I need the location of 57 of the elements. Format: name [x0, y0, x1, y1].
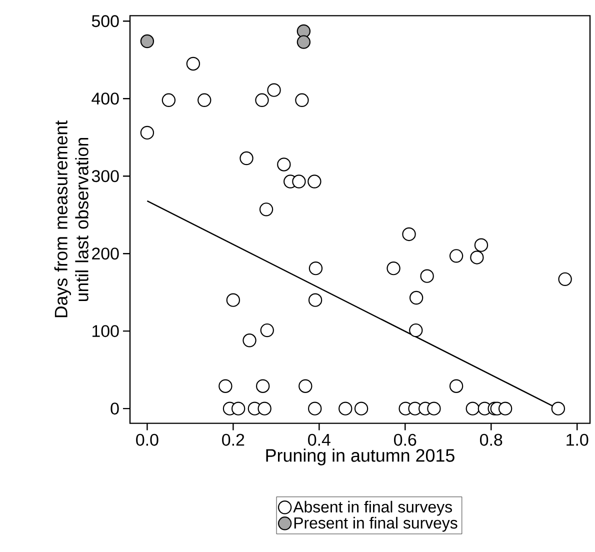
point [308, 261, 323, 276]
x-tick-label: 0.8 [480, 434, 502, 446]
point [198, 93, 212, 108]
point [295, 93, 309, 108]
x-tick-label: 0.4 [308, 434, 330, 446]
point [354, 402, 368, 416]
point [242, 334, 256, 348]
point [259, 202, 274, 216]
y-tick-label: 0 [110, 402, 119, 415]
point [386, 261, 400, 276]
point [140, 34, 154, 48]
point [402, 227, 416, 242]
point [308, 402, 322, 416]
point [231, 402, 246, 416]
x-tick-label: 0.6 [394, 434, 416, 446]
y-axis-title: Days from measurement until last observation [54, 120, 88, 318]
point [186, 56, 200, 71]
point [226, 293, 240, 307]
x-tick-label: 0.2 [222, 434, 244, 446]
y-tick-label: 500 [92, 15, 119, 28]
point [258, 402, 272, 416]
point [256, 379, 270, 393]
point [162, 93, 176, 108]
point [240, 151, 254, 166]
point [498, 402, 512, 416]
point [338, 402, 352, 416]
point [427, 402, 441, 416]
point [308, 293, 322, 307]
x-axis-title: Pruning in autumn 2015 [266, 448, 454, 466]
legend-label: Present in final surveys [294, 516, 458, 532]
point [449, 379, 464, 393]
point [466, 402, 480, 416]
point [551, 402, 566, 416]
point [296, 35, 311, 49]
y-tick-label: 200 [92, 248, 119, 260]
point [474, 238, 488, 252]
point [298, 379, 312, 393]
point [260, 323, 274, 338]
point [420, 269, 434, 283]
y-tick-label: 400 [92, 92, 119, 105]
point [558, 272, 572, 286]
y-tick-label: 300 [92, 170, 119, 182]
x-tick-label: 0.0 [136, 434, 158, 446]
point [292, 174, 306, 188]
point [218, 379, 232, 393]
y-tick-label: 100 [92, 325, 119, 338]
point [470, 250, 484, 264]
point [140, 126, 154, 140]
point [255, 93, 269, 108]
point [409, 323, 423, 338]
point [308, 174, 322, 188]
x-tick-label: 1.0 [566, 434, 588, 446]
point [277, 158, 291, 172]
point [449, 249, 464, 263]
legend-label: Absent in final surveys [293, 500, 452, 516]
point [409, 290, 424, 305]
point [267, 83, 281, 97]
